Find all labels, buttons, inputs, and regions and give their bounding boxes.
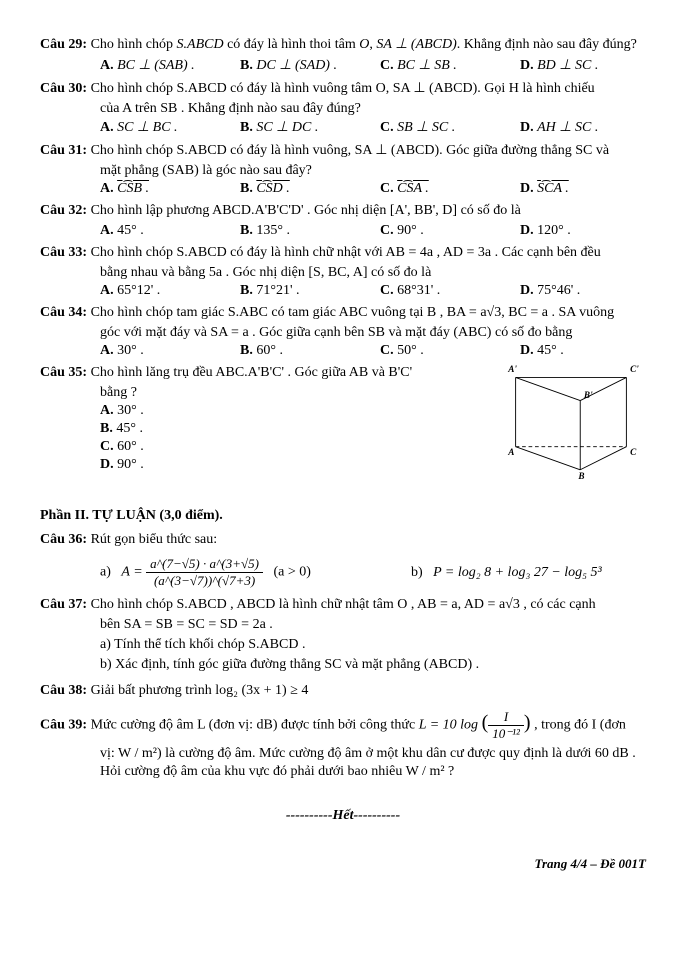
q31-opt-d: D. S͡CA . [520,181,620,197]
q29-label: Câu 29: [40,37,87,52]
end-marker: ----------Hết---------- [40,808,646,824]
q37-a: a) Tính thể tích khối chóp S.ABCD . [100,637,646,653]
q30-label: Câu 30: [40,81,87,96]
question-31: Câu 31: Cho hình chóp S.ABCD có đáy là h… [40,142,646,159]
question-37: Câu 37: Cho hình chóp S.ABCD , ABCD là h… [40,597,646,613]
q36-formulas: a) A = a^(7−√5) · a^(3+√5) (a^(3−√7))^(√… [100,556,646,589]
q36-b: b) P = log₂ 8 + log₃ 27 − log₅ 5³ [411,565,602,581]
q30-line1: Cho hình chóp S.ABCD có đáy là hình vuôn… [91,81,595,96]
q39-label: Câu 39: [40,718,87,733]
q37-label: Câu 37: [40,597,87,612]
q36-label: Câu 36: [40,532,87,547]
q35-label: Câu 35: [40,365,87,380]
q35-opt-c: C. 60° . [100,439,456,455]
q29-text: Cho hình chóp S.ABCD có đáy là hình thoi… [91,37,637,52]
q39-line3: Hỏi cường độ âm của khu vực đó phải dưới… [100,764,646,780]
q34-line2: góc với mặt đáy và SA = a . Góc giữa cạn… [100,325,646,341]
q36-a-frac: a^(7−√5) · a^(3+√5) (a^(3−√7))^(√7+3) [146,556,263,589]
q32-opt-c: C. 90° . [380,223,480,239]
q33-label: Câu 33: [40,245,87,260]
label-C: C [630,447,637,457]
label-Ap: A' [507,364,517,374]
q30-options: A. SC ⊥ BC . B. SC ⊥ DC . C. SB ⊥ SC . D… [100,119,646,136]
q33-line1: Cho hình chóp S.ABCD có đáy là hình chữ … [91,245,601,260]
q35-opt-d: D. 90° . [100,457,456,473]
q37-line2: bên SA = SB = SC = SD = 2a . [100,617,646,633]
q31-options: A. C͡SB . B. C͡SD . C. C͡SA . D. S͡CA . [100,181,646,197]
q34-opt-a: A. 30° . [100,343,200,359]
question-35: Câu 35: Cho hình lăng trụ đều ABC.A'B'C'… [40,365,456,381]
question-38: Câu 38: Giải bất phương trình log₂ (3x +… [40,683,646,699]
q38-label: Câu 38: [40,683,87,698]
page-footer: Trang 4/4 – Đề 001T [40,856,646,872]
q32-opt-a: A. 45° . [100,223,200,239]
q34-opt-d: D. 45° . [520,343,620,359]
label-Cp: C' [630,364,639,374]
question-30: Câu 30: Cho hình chóp S.ABCD có đáy là h… [40,80,646,97]
q34-label: Câu 34: [40,305,87,320]
q34-opt-c: C. 50° . [380,343,480,359]
q35-line1: Cho hình lăng trụ đều ABC.A'B'C' . Góc g… [91,365,413,380]
q36-text: Rút gọn biểu thức sau: [91,532,218,547]
q38-text: Giải bất phương trình log₂ (3x + 1) ≥ 4 [91,683,309,698]
q33-opt-d: D. 75°46' . [520,283,620,299]
q33-line2: bằng nhau và bằng 5a . Góc nhị diện [S, … [100,265,646,281]
q35-opt-a: A. 30° . [100,403,456,419]
q37-b: b) Xác định, tính góc giữa đường thẳng S… [100,657,646,673]
label-Bp: B' [583,390,593,400]
q33-options: A. 65°12' . B. 71°21' . C. 68°31' . D. 7… [100,283,646,299]
question-29: Câu 29: Cho hình chóp S.ABCD có đáy là h… [40,36,646,53]
q32-options: A. 45° . B. 135° . C. 90° . D. 120° . [100,223,646,239]
q33-opt-b: B. 71°21' . [240,283,340,299]
q30-opt-a: A. SC ⊥ BC . [100,119,200,136]
q32-opt-b: B. 135° . [240,223,340,239]
q29-opt-a: A. BC ⊥ (SAB) . [100,57,200,74]
q29-opt-d: D. BD ⊥ SC . [520,57,620,74]
q33-opt-a: A. 65°12' . [100,283,200,299]
q39-line2: vị: W / m²) là cường độ âm. Mức cường độ… [100,746,646,762]
q32-line1: Cho hình lập phương ABCD.A'B'C'D' . Góc … [91,203,521,218]
q31-line1: Cho hình chóp S.ABCD có đáy là hình vuôn… [91,143,610,158]
label-A: A [507,447,514,457]
q35-opt-b: B. 45° . [100,421,456,437]
q34-options: A. 30° . B. 60° . C. 50° . D. 45° . [100,343,646,359]
q35-options: A. 30° . B. 45° . C. 60° . D. 90° . [100,403,456,473]
question-39: Câu 39: Mức cường độ âm L (đơn vị: dB) đ… [40,709,646,742]
label-B: B [577,471,584,479]
q29-opt-c: C. BC ⊥ SB . [380,57,480,74]
prism-svg: A' C' B' A C B [496,359,646,479]
q33-opt-c: C. 68°31' . [380,283,480,299]
q31-line2: mặt phẳng (SAB) là góc nào sau đây? [100,163,646,179]
q37-line1: Cho hình chóp S.ABCD , ABCD là hình chữ … [91,597,596,612]
q36-a: a) A = a^(7−√5) · a^(3+√5) (a^(3−√7))^(√… [100,556,311,589]
question-36: Câu 36: Rút gọn biểu thức sau: [40,532,646,548]
part-ii-title: Phần II. TỰ LUẬN (3,0 điểm). [40,508,646,524]
q31-opt-c: C. C͡SA . [380,181,480,197]
question-32: Câu 32: Cho hình lập phương ABCD.A'B'C'D… [40,203,646,219]
q34-opt-b: B. 60° . [240,343,340,359]
q39-frac: I 10⁻¹² [488,709,524,742]
q34-line1: Cho hình chóp tam giác S.ABC có tam giác… [91,305,615,320]
q30-opt-c: C. SB ⊥ SC . [380,119,480,136]
q30-line2: của A trên SB . Khẳng định nào sau đây đ… [100,101,646,117]
q32-opt-d: D. 120° . [520,223,620,239]
question-33: Câu 33: Cho hình chóp S.ABCD có đáy là h… [40,245,646,261]
q31-opt-a: A. C͡SB . [100,181,200,197]
q39-line1b: , trong đó I (đơn [534,718,626,733]
q30-opt-b: B. SC ⊥ DC . [240,119,340,136]
question-34: Câu 34: Cho hình chóp tam giác S.ABC có … [40,305,646,321]
q39-line1a: Mức cường độ âm L (đơn vị: dB) được tính… [91,718,419,733]
q35-line2: bằng ? [100,385,456,401]
q32-label: Câu 32: [40,203,87,218]
prism-figure: A' C' B' A C B [496,359,646,484]
q31-label: Câu 31: [40,143,87,158]
q29-options: A. BC ⊥ (SAB) . B. DC ⊥ (SAD) . C. BC ⊥ … [100,57,646,74]
q31-opt-b: B. C͡SD . [240,181,340,197]
q29-opt-b: B. DC ⊥ (SAD) . [240,57,340,74]
question-35-block: Câu 35: Cho hình lăng trụ đều ABC.A'B'C'… [40,359,646,484]
q30-opt-d: D. AH ⊥ SC . [520,119,620,136]
